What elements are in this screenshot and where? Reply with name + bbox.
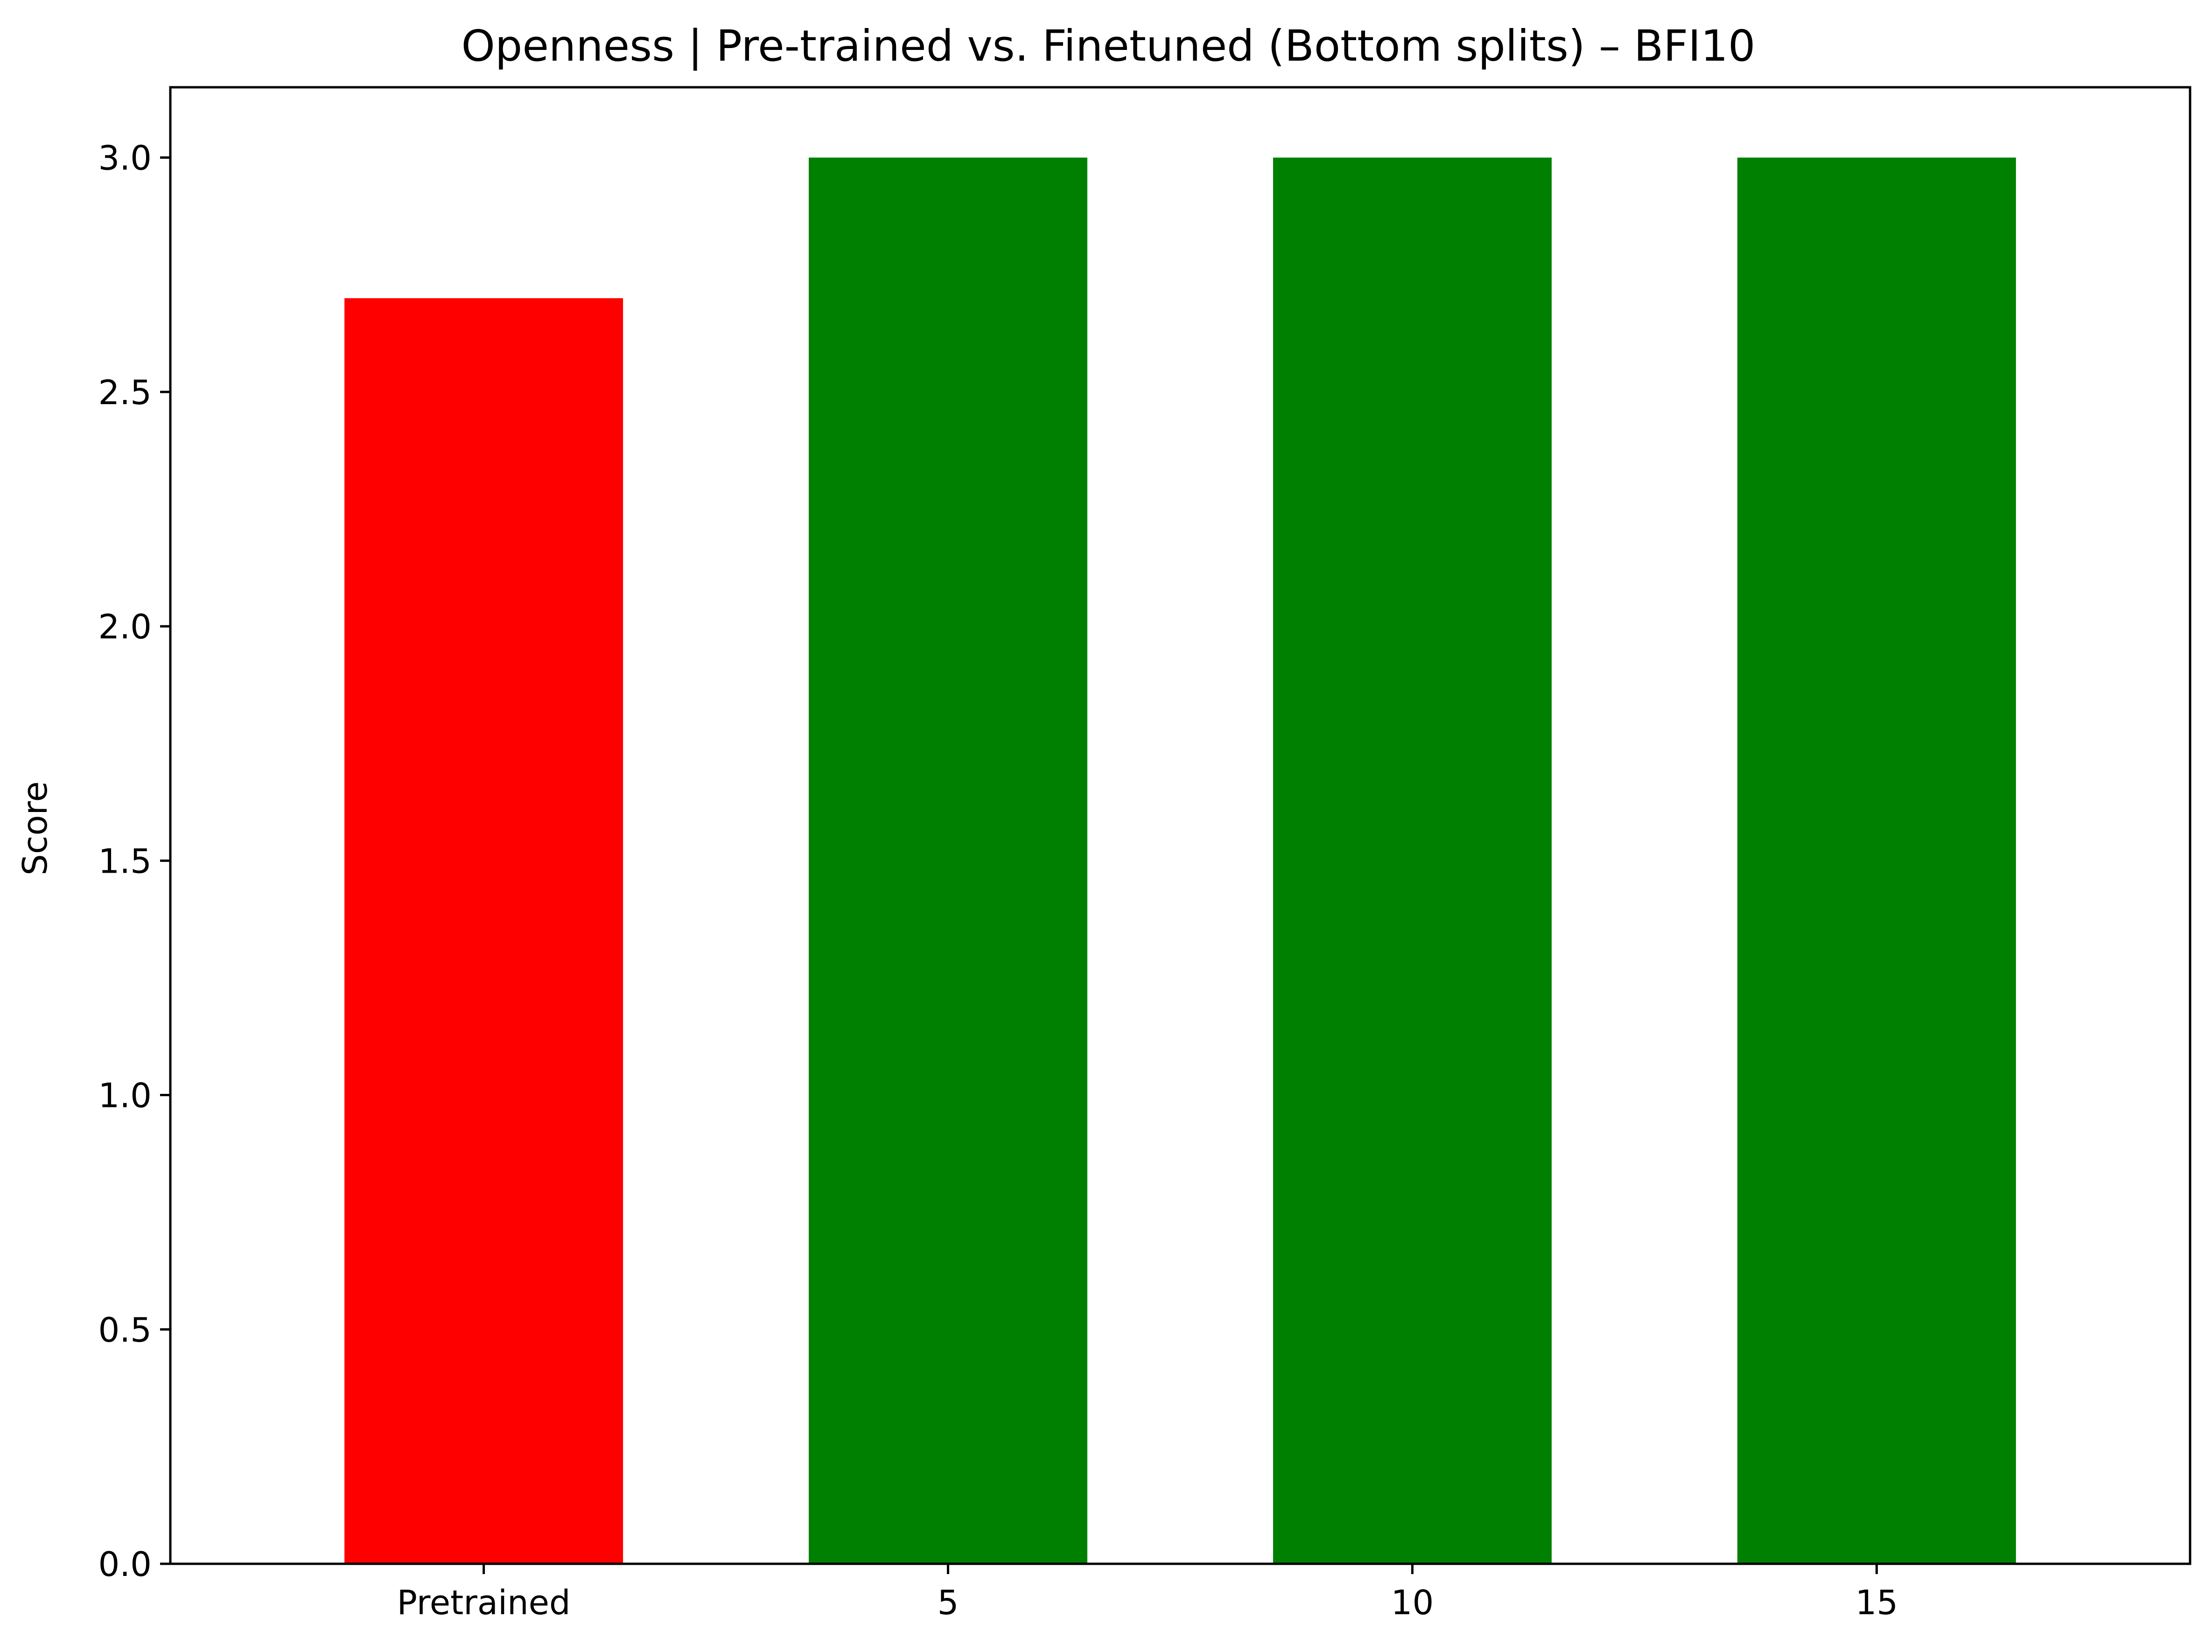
bar-15	[1737, 157, 2016, 1564]
bars	[344, 157, 2016, 1564]
plot-frame	[169, 86, 2191, 1565]
y-tick-label: 0.0	[98, 1545, 152, 1584]
chart-title: Openness | Pre-trained vs. Finetuned (Bo…	[462, 21, 1756, 71]
y-axis-ticks: 0.0 0.5 1.0 1.5 2.0 2.5 3.0	[98, 139, 170, 1584]
y-tick-label: 1.0	[98, 1076, 152, 1115]
x-tick-label: 10	[1391, 1583, 1434, 1622]
y-tick-label: 2.0	[98, 607, 152, 646]
x-tick-label: 15	[1855, 1583, 1898, 1622]
x-tick-label: 5	[938, 1583, 959, 1622]
y-tick-label: 1.5	[98, 841, 152, 881]
y-tick-label: 2.5	[98, 373, 152, 412]
x-axis-ticks: Pretrained 5 10 15	[397, 1564, 1898, 1622]
x-tick-label: Pretrained	[397, 1583, 571, 1622]
bar-pretrained	[344, 298, 623, 1564]
y-tick-label: 0.5	[98, 1310, 152, 1350]
bar-10	[1273, 157, 1552, 1564]
bar-5	[809, 157, 1088, 1564]
y-tick-label: 3.0	[98, 139, 152, 178]
y-axis-label: Score	[15, 781, 55, 875]
